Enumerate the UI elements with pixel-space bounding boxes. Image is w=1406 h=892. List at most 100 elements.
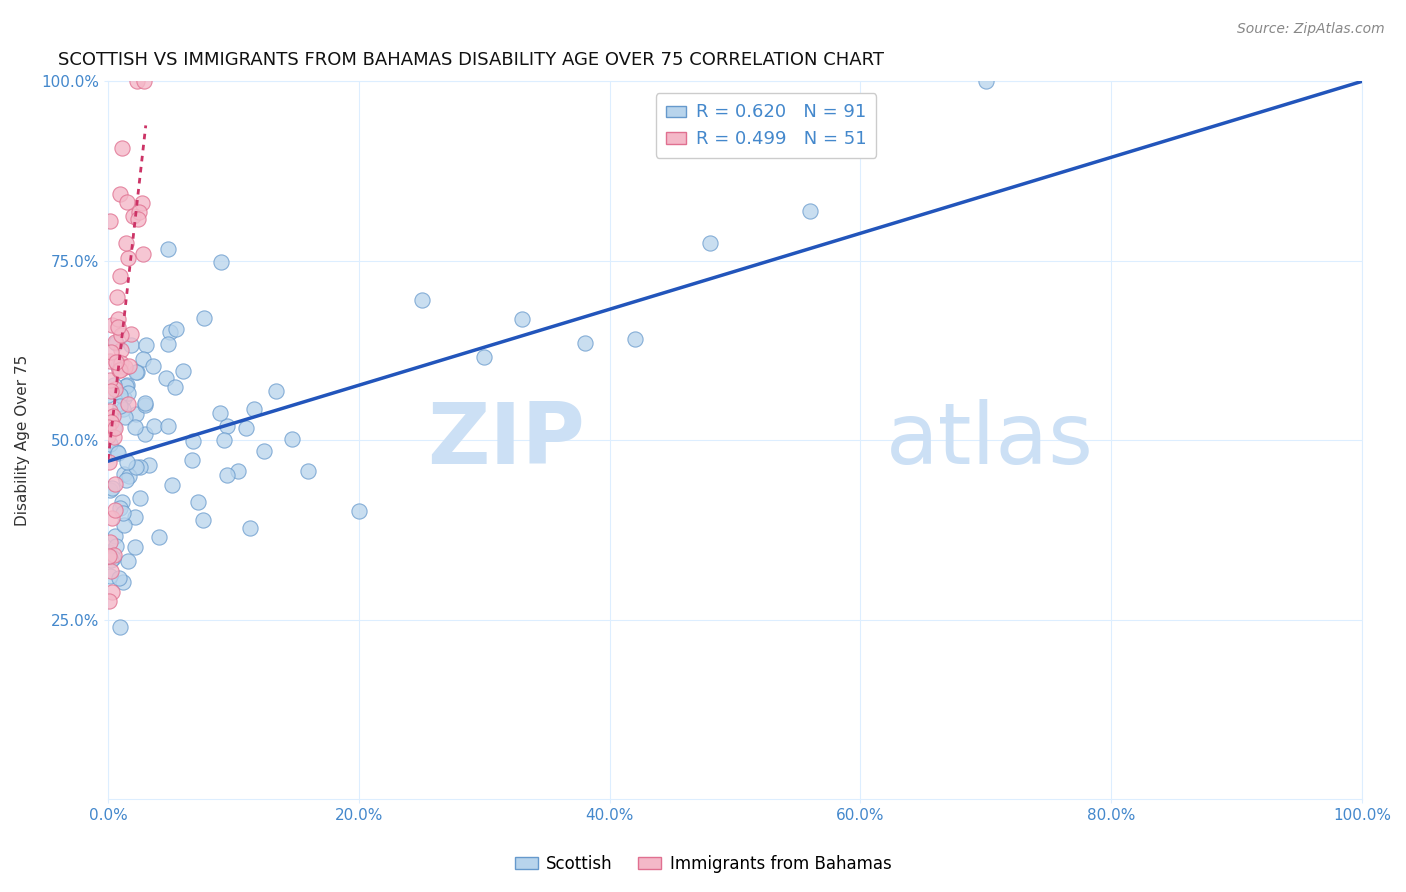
Point [112,518,135,533]
Point [98,404,121,418]
Point [157,242,180,256]
Point [115,455,138,469]
Point [97,388,120,402]
Point [108,399,131,413]
Point [101,318,124,332]
Text: ZIP: ZIP [427,399,585,482]
Point [187,495,209,509]
Point [120,338,142,352]
Point [623,332,645,346]
Point [122,209,145,223]
Point [209,255,232,269]
Point [97,594,120,608]
Point [100,565,122,579]
Point [132,351,155,366]
Point [115,194,138,209]
Point [134,395,156,409]
Point [107,362,129,376]
Point [212,434,235,448]
Point [974,74,997,88]
Text: atlas: atlas [886,399,1094,482]
Point [98,454,121,468]
Point [156,337,179,351]
Point [193,311,215,326]
Point [98,214,121,228]
Point [165,322,187,336]
Point [98,549,121,564]
Point [98,373,121,387]
Point [117,252,139,266]
Point [125,365,148,379]
Point [97,429,120,443]
Point [129,491,152,505]
Point [108,187,131,202]
Point [215,467,238,482]
Point [117,385,139,400]
Point [114,359,136,374]
Point [134,426,156,441]
Point [110,356,132,370]
Point [112,392,135,406]
Point [111,141,134,155]
Point [347,504,370,518]
Point [105,290,128,304]
Point [131,195,153,210]
Point [108,620,131,634]
Point [411,293,433,308]
Point [264,384,287,398]
Point [472,350,495,364]
Point [699,235,721,250]
Point [114,410,136,425]
Point [98,437,121,451]
Legend: Scottish, Immigrants from Bahamas: Scottish, Immigrants from Bahamas [508,848,898,880]
Point [107,311,129,326]
Point [124,509,146,524]
Point [228,464,250,478]
Text: Source: ZipAtlas.com: Source: ZipAtlas.com [1237,22,1385,37]
Point [110,327,132,342]
Point [510,312,533,326]
Point [128,205,150,219]
Point [215,419,238,434]
Point [134,398,156,412]
Point [191,513,214,527]
Point [112,402,135,417]
Point [107,359,129,374]
Point [160,478,183,492]
Point [104,502,127,516]
Point [103,409,125,423]
Point [103,419,125,434]
Point [105,445,128,459]
Point [103,549,125,563]
Point [242,402,264,417]
Point [142,359,165,373]
Point [100,345,122,359]
Point [104,335,127,350]
Point [235,421,257,435]
Point [98,535,121,549]
Point [124,407,146,421]
Point [208,406,231,420]
Point [127,211,149,226]
Point [127,74,149,88]
Point [107,319,129,334]
Point [100,552,122,566]
Point [111,574,134,589]
Point [101,551,124,566]
Point [125,460,148,475]
Point [138,458,160,472]
Point [124,419,146,434]
Point [155,371,177,385]
Point [108,269,131,284]
Point [104,477,127,491]
Point [100,511,122,525]
Point [281,432,304,446]
Point [98,569,121,583]
Point [100,415,122,429]
Point [97,545,120,559]
Point [157,418,180,433]
Point [104,382,127,396]
Point [181,434,204,449]
Point [132,247,155,261]
Point [142,418,165,433]
